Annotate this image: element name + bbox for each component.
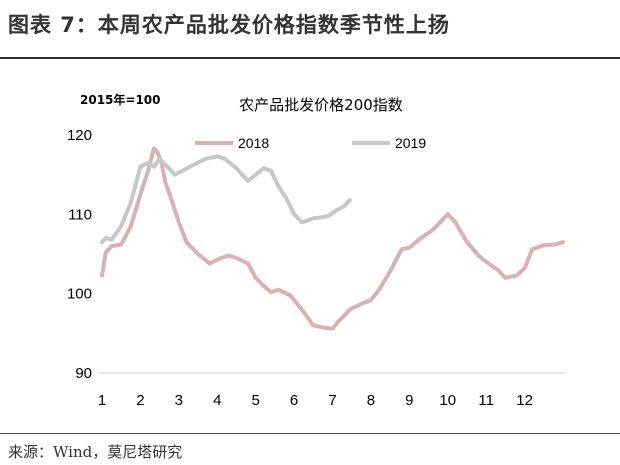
- source-rule: [0, 433, 620, 434]
- y-tick-labels: 90 100 110 120: [67, 127, 92, 382]
- series-lines: [100, 146, 565, 331]
- unit-label: 2015年=100: [80, 92, 161, 107]
- y-tick-label: 110: [68, 206, 92, 223]
- x-tick-label: 11: [478, 392, 494, 409]
- x-tick-label: 8: [367, 392, 375, 409]
- series-line-2018: [100, 146, 565, 331]
- series-line-2019: [100, 154, 352, 245]
- x-tick-label: 12: [516, 392, 533, 409]
- y-tick-label: 120: [67, 127, 92, 144]
- x-tick-label: 4: [213, 392, 221, 409]
- chart-title: 农产品批发价格200指数: [239, 96, 403, 114]
- x-tick-label: 2: [136, 392, 144, 409]
- x-tick-label: 3: [175, 392, 183, 409]
- x-tick-label: 5: [251, 392, 259, 409]
- x-tick-label: 7: [328, 392, 336, 409]
- x-tick-label: 9: [405, 392, 413, 409]
- y-tick-label: 90: [75, 365, 92, 382]
- x-tick-label: 10: [439, 392, 456, 409]
- legend-label-2019: 2019: [395, 135, 426, 151]
- x-tick-label: 1: [98, 392, 106, 409]
- source-note: 来源：Wind，莫尼塔研究: [8, 443, 183, 461]
- x-tick-labels: 1 2 3 4 5 6 7 8 9 10 11 12: [98, 392, 533, 409]
- x-tick-label: 6: [290, 392, 298, 409]
- y-tick-label: 100: [67, 286, 92, 303]
- legend: 2018 2019: [195, 135, 426, 151]
- title-rule: [0, 57, 620, 59]
- legend-label-2018: 2018: [238, 135, 269, 151]
- figure-title: 图表 7：本周农产品批发价格指数季节性上扬: [8, 13, 450, 37]
